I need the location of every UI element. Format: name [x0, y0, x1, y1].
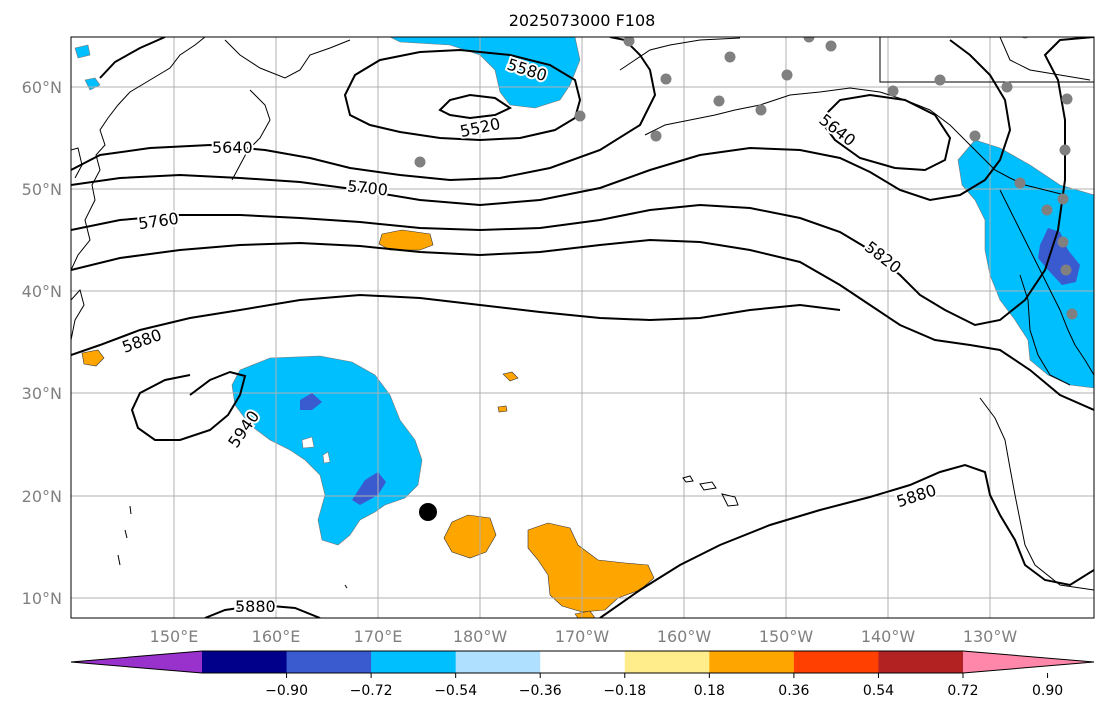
map-frame — [70, 36, 1095, 619]
lon-label: 140°W — [861, 627, 916, 646]
negative-anomaly-region — [389, 37, 581, 109]
colorbar-segment — [202, 651, 288, 673]
coastlines — [71, 37, 1094, 591]
positive-anomaly-region — [443, 514, 497, 559]
colorbar: −0.90 −0.72 −0.54 −0.36 −0.18 0.18 0.36 0.54 0.7… — [70, 650, 1095, 699]
longitude-axis: 150°E 160°E 170°E 180°W 170°W 160°W 150°… — [150, 627, 1018, 646]
colorbar-tick-label: 0.36 — [778, 683, 809, 699]
map-area: 5580 5520 5640 5640 5700 5760 5820 5880 … — [71, 37, 1094, 618]
station-dot — [1041, 204, 1053, 216]
lat-label: 10°N — [22, 589, 62, 608]
colorbar-segment — [286, 651, 372, 673]
contour-label-5880-east: 5880 — [894, 480, 939, 511]
contour-label-5640-east: 5640 — [815, 110, 859, 150]
station-dot — [1057, 193, 1069, 205]
colorbar-tick-label: 0.72 — [947, 683, 978, 699]
lat-label: 40°N — [22, 282, 62, 301]
negative-anomaly-region — [74, 44, 91, 59]
lon-label: 180°W — [453, 627, 508, 646]
colorbar-extend-low — [71, 651, 202, 673]
lon-label: 160°E — [252, 627, 301, 646]
lat-label: 20°N — [22, 487, 62, 506]
station-markers — [414, 37, 1078, 320]
station-dot — [414, 156, 426, 168]
colorbar-tick-label: −0.72 — [350, 683, 393, 699]
station-dot — [1001, 81, 1013, 93]
contour-label-5640-west: 5640 — [212, 138, 253, 157]
colorbar-tick-label: −0.90 — [265, 683, 308, 699]
negative-anomaly-region — [231, 355, 423, 546]
colorbar-segment — [455, 651, 541, 673]
colorbar-outline — [70, 650, 1095, 674]
positive-anomaly-region — [497, 405, 508, 413]
station-dot — [1057, 236, 1069, 248]
height-contours — [71, 37, 1094, 618]
positive-anomaly-region — [81, 349, 105, 367]
storm-center-marker — [419, 503, 437, 521]
station-dot — [887, 85, 899, 97]
contour-label-5700: 5700 — [346, 176, 388, 199]
positive-anomaly-region — [574, 610, 596, 618]
station-dot — [724, 51, 736, 63]
lat-label: 60°N — [22, 78, 62, 97]
positive-anomaly-region — [502, 371, 519, 382]
station-dot — [623, 37, 635, 47]
positive-anomaly-region — [378, 229, 434, 251]
contour-label-5880-west: 5880 — [119, 325, 164, 357]
station-dot — [825, 40, 837, 52]
colorbar-segment — [793, 651, 879, 673]
lon-label: 150°W — [759, 627, 814, 646]
contour-label-5880-south: 5880 — [235, 597, 276, 616]
contour-label-5820: 5820 — [861, 237, 905, 277]
station-dot — [781, 69, 793, 81]
lon-label: 150°E — [150, 627, 199, 646]
colorbar-segment — [371, 651, 457, 673]
negative-anomaly-region — [84, 77, 101, 91]
station-dot — [1066, 308, 1078, 320]
map-title: 2025073000 F108 — [509, 11, 656, 30]
station-dot — [969, 130, 981, 142]
colorbar-tick-label: −0.54 — [434, 683, 477, 699]
lon-label: 130°W — [963, 627, 1018, 646]
station-dot — [574, 110, 586, 122]
lon-label: 160°W — [657, 627, 712, 646]
colorbar-segment — [624, 651, 710, 673]
colorbar-tick-label: −0.18 — [603, 683, 646, 699]
station-dot — [1061, 93, 1073, 105]
station-dot — [650, 130, 662, 142]
colorbar-tick-label: 0.90 — [1032, 683, 1063, 699]
lon-label: 170°W — [555, 627, 610, 646]
colorbar-tick-label: 0.54 — [863, 683, 894, 699]
station-dot — [803, 37, 815, 43]
latitude-axis: 60°N 50°N 40°N 30°N 20°N 10°N — [22, 78, 62, 608]
station-dot — [713, 95, 725, 107]
positive-anomaly-region — [527, 522, 655, 613]
colorbar-tick-label: 0.18 — [694, 683, 725, 699]
lat-label: 50°N — [22, 180, 62, 199]
colorbar-segment — [540, 651, 626, 673]
station-dot — [1014, 177, 1026, 189]
station-dot — [1059, 144, 1071, 156]
station-dot — [934, 74, 946, 86]
colorbar-tick-label: −0.36 — [519, 683, 562, 699]
graticule — [71, 37, 1094, 618]
station-dot — [1060, 264, 1072, 276]
negative-anomaly-dark — [300, 393, 322, 410]
station-dot — [755, 104, 767, 116]
colorbar-extend-high — [963, 651, 1094, 673]
colorbar-segment — [878, 651, 964, 673]
lat-label: 30°N — [22, 384, 62, 403]
colorbar-segment — [709, 651, 795, 673]
lon-label: 170°E — [354, 627, 403, 646]
station-dot — [660, 73, 672, 85]
